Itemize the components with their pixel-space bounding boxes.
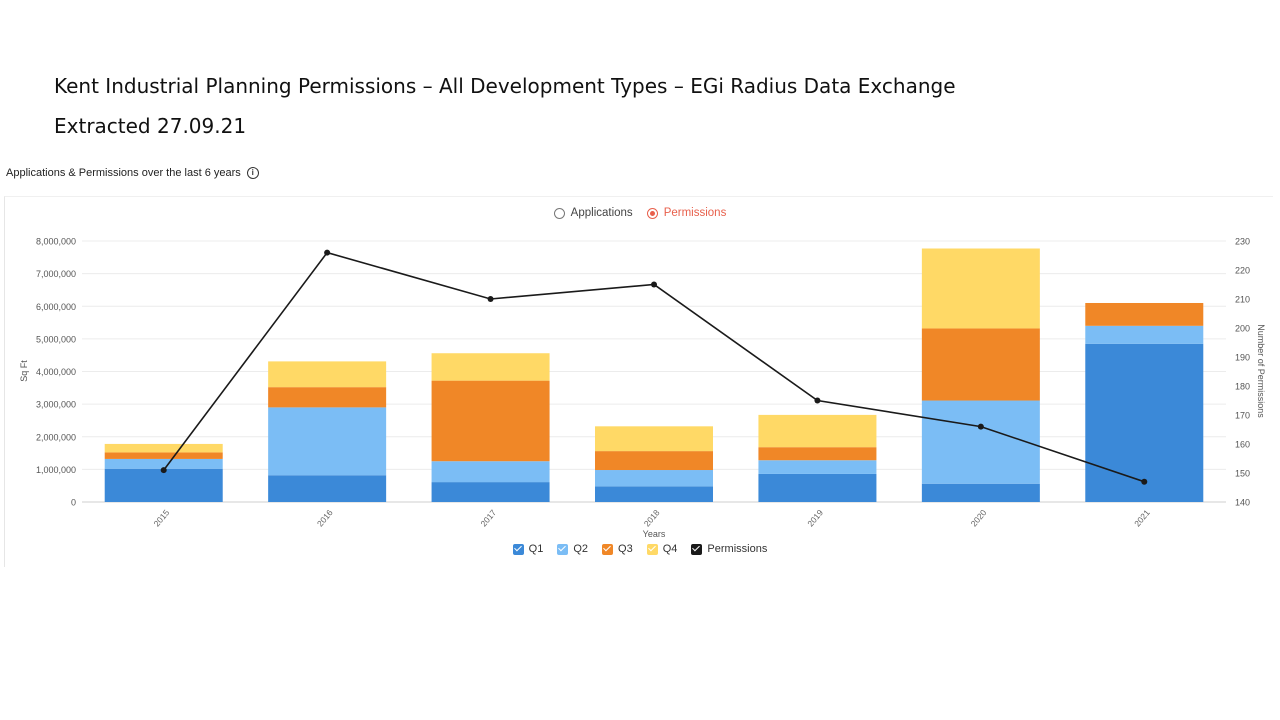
legend-label-q4: Q4 — [662, 543, 678, 555]
permissions-point-2015 — [160, 467, 167, 474]
bar-q4-2016 — [268, 361, 387, 388]
y2-tick-label: 150 — [1235, 469, 1250, 479]
y2-tick-label: 210 — [1235, 295, 1250, 305]
x-tick-label: 2015 — [152, 507, 172, 528]
y2-tick-label: 230 — [1235, 237, 1250, 247]
bar-q2-2017 — [431, 461, 550, 483]
y2-tick-label: 160 — [1235, 440, 1250, 450]
radio-applications-icon[interactable] — [553, 207, 565, 219]
checkbox-permissions-icon[interactable] — [691, 543, 703, 555]
bar-q2-2015 — [104, 458, 223, 469]
y2-tick-label: 180 — [1235, 382, 1250, 392]
chart-panel — [4, 196, 1273, 567]
info-icon[interactable]: i — [246, 167, 259, 179]
y-tick-label: 6,000,000 — [36, 302, 76, 312]
checkbox-q1-icon[interactable] — [512, 543, 524, 555]
slide-title: Kent Industrial Planning Permissions – A… — [54, 74, 956, 98]
bar-q1-2019 — [758, 473, 877, 502]
permissions-point-2017 — [487, 296, 494, 302]
permissions-point-2020 — [977, 423, 984, 430]
x-tick-label: 2016 — [315, 507, 335, 528]
x-tick-label: 2019 — [805, 507, 825, 528]
permissions-point-2016 — [324, 249, 331, 256]
y-tick-label: 1,000,000 — [36, 465, 76, 475]
bar-q3-2019 — [758, 447, 877, 461]
permissions-point-2019 — [814, 397, 821, 404]
checkbox-q4-icon[interactable] — [646, 543, 658, 555]
bar-q1-2016 — [268, 475, 387, 502]
y2-tick-label: 220 — [1235, 266, 1250, 276]
y-tick-label: 4,000,000 — [36, 367, 76, 377]
x-tick-label: 2021 — [1132, 507, 1152, 528]
legend-label-q1: Q1 — [528, 543, 544, 555]
toggle-applications-label: Applications — [570, 207, 633, 219]
permissions-point-2018 — [651, 281, 657, 288]
widget-title: Applications & Permissions over the last… — [6, 167, 241, 179]
y2-tick-label: 200 — [1235, 324, 1250, 334]
x-tick-label: 2018 — [642, 507, 662, 528]
legend-label-q3: Q3 — [618, 543, 633, 555]
legend-item-q1[interactable]: Q1 — [512, 543, 544, 555]
y-tick-label: 2,000,000 — [36, 432, 76, 442]
bar-q2-2020 — [921, 400, 1040, 484]
bar-q3-2020 — [921, 328, 1040, 401]
x-tick-label: 2017 — [478, 507, 498, 528]
radio-permissions-icon[interactable] — [646, 207, 658, 219]
legend-item-q2[interactable]: Q2 — [557, 543, 588, 555]
y-tick-label: 7,000,000 — [36, 269, 76, 279]
y-tick-label: 3,000,000 — [36, 400, 76, 410]
bar-q4-2018 — [595, 426, 713, 452]
x-axis-title: Years — [643, 529, 666, 539]
chart-legend: Q1 Q2 Q3 Q4 Permissions — [0, 543, 1280, 555]
bar-q4-2017 — [431, 353, 550, 381]
bar-q3-2015 — [104, 452, 223, 459]
bar-q3-2021 — [1085, 302, 1204, 326]
toggle-permissions[interactable]: Permissions — [646, 207, 727, 219]
bar-q3-2016 — [268, 387, 387, 408]
bar-q3-2018 — [595, 451, 713, 471]
slide-subtitle: Extracted 27.09.21 — [54, 114, 247, 138]
y2-axis-title: Number of Permissions — [1256, 324, 1266, 418]
bar-q2-2019 — [758, 460, 877, 474]
legend-label-q2: Q2 — [573, 543, 589, 555]
legend-item-q3[interactable]: Q3 — [602, 543, 633, 555]
bar-q1-2020 — [921, 483, 1040, 502]
bar-q1-2018 — [595, 486, 713, 502]
bar-q4-2019 — [758, 414, 877, 448]
y-tick-label: 5,000,000 — [36, 334, 76, 344]
bar-q2-2016 — [268, 407, 387, 476]
metric-toggle: Applications Permissions — [0, 207, 1280, 219]
y2-tick-label: 190 — [1235, 353, 1250, 363]
y-axis-title: Sq Ft — [19, 360, 29, 382]
bar-q2-2021 — [1085, 325, 1204, 344]
y2-tick-label: 140 — [1235, 498, 1250, 508]
y2-tick-label: 170 — [1235, 411, 1250, 421]
permissions-point-2021 — [1141, 478, 1148, 485]
checkbox-q3-icon[interactable] — [602, 543, 614, 555]
bar-q2-2018 — [595, 470, 713, 487]
y-tick-label: 0 — [71, 498, 76, 508]
checkbox-q2-icon[interactable] — [557, 543, 569, 555]
y-tick-label: 8,000,000 — [36, 237, 76, 247]
bar-q1-2015 — [104, 468, 223, 502]
legend-item-q4[interactable]: Q4 — [646, 543, 678, 555]
legend-item-permissions[interactable]: Permissions — [691, 543, 767, 555]
x-tick-label: 2020 — [969, 507, 989, 528]
toggle-applications[interactable]: Applications — [553, 207, 633, 219]
bar-q3-2017 — [431, 380, 550, 462]
toggle-permissions-label: Permissions — [663, 207, 727, 219]
bar-q1-2021 — [1085, 343, 1204, 502]
legend-label-permissions: Permissions — [707, 543, 768, 555]
bar-q4-2015 — [104, 443, 223, 453]
bar-q1-2017 — [431, 482, 550, 502]
bar-q4-2020 — [921, 248, 1040, 329]
widget-header: Applications & Permissions over the last… — [6, 167, 259, 179]
